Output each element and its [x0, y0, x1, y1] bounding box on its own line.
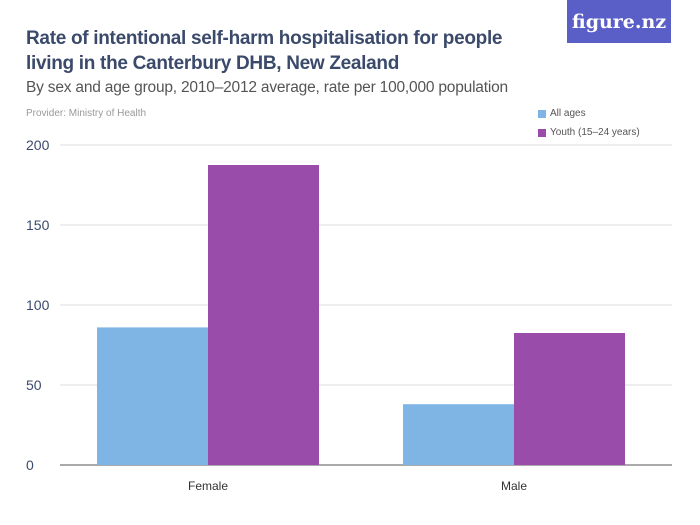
bar: [514, 333, 625, 465]
legend-swatch: [538, 109, 546, 118]
x-tick-label: Female: [188, 479, 228, 493]
bar: [208, 165, 319, 465]
y-tick-label: 200: [26, 137, 50, 153]
y-tick-label: 150: [26, 217, 50, 233]
figure-nz-logo[interactable]: figure.nz: [567, 0, 671, 43]
bar: [403, 404, 514, 465]
chart-title: Rate of intentional self-harm hospitalis…: [26, 28, 503, 74]
y-tick-label: 100: [26, 297, 50, 313]
chart-subtitle: By sex and age group, 2010–2012 average,…: [26, 79, 508, 96]
legend-item-youth: Youth (15–24 years): [538, 127, 640, 138]
provider-label: Provider: Ministry of Health: [26, 108, 147, 119]
legend-label: All ages: [550, 108, 586, 119]
legend-swatch: [538, 128, 546, 137]
legend-label: Youth (15–24 years): [550, 127, 640, 138]
legend-item-all-ages: All ages: [538, 108, 586, 119]
x-tick-label: Male: [501, 479, 527, 493]
y-tick-label: 50: [26, 377, 42, 393]
y-tick-label: 0: [26, 457, 34, 473]
bar: [97, 327, 208, 465]
